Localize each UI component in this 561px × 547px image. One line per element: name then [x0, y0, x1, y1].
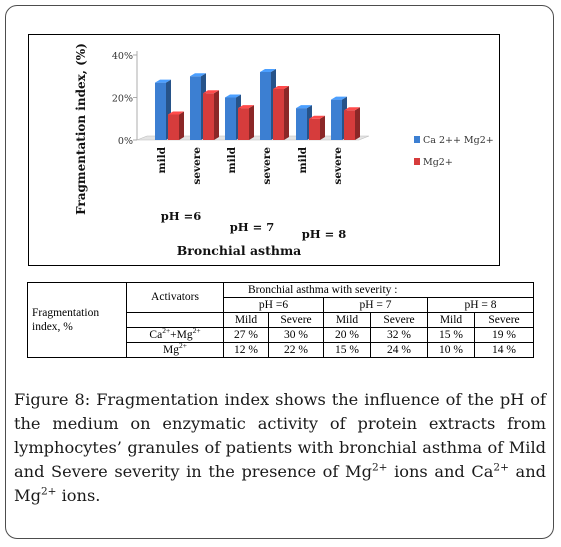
- caption-label: Figure 8:: [14, 390, 91, 409]
- x-category-label: severe: [191, 147, 203, 185]
- bar-ca-mg-top: [296, 105, 312, 109]
- value-cell: 20 %: [323, 327, 371, 343]
- bar-mg-top: [203, 90, 219, 94]
- x-category-label: mild: [226, 146, 238, 173]
- table-row: Mg2+ 12 % 22 % 15 % 24 % 10 % 14 %: [28, 341, 534, 358]
- legend-entry: Ca 2++ Mg2+: [423, 135, 494, 146]
- bar-mg-top: [344, 107, 360, 111]
- x-group-label: pH =6: [161, 209, 202, 223]
- group-title: Bronchial asthma with severity :: [223, 282, 534, 298]
- sub-header: Severe: [370, 312, 428, 328]
- figure-caption: Figure 8: Fragmentation index shows the …: [14, 390, 546, 505]
- legend-entry: Mg2+: [423, 157, 453, 168]
- value-cell: 14 %: [474, 342, 534, 358]
- activator-cell: Mg2+: [126, 341, 224, 358]
- sub-header: Severe: [474, 312, 534, 328]
- bar-ca-mg-top: [190, 73, 206, 77]
- y-axis-label: Fragmentation index, (%): [74, 43, 88, 215]
- sub-header: Severe: [268, 312, 324, 328]
- legend-swatch: [414, 158, 420, 165]
- ph-header: pH =6: [223, 297, 324, 313]
- bar-mg-side: [214, 90, 219, 140]
- bar-chart: 0% 20% 40% Fragmentation index, (%) mild seve…: [74, 43, 494, 258]
- bar-mg-side: [355, 107, 360, 140]
- sub-header: Mild: [427, 312, 475, 328]
- value-cell: 22 %: [268, 342, 324, 358]
- table-row-header: Fragmentation index, %: [27, 282, 127, 358]
- value-cell: 19 %: [474, 327, 534, 343]
- value-cell: 12 %: [223, 342, 269, 358]
- bar-ca-mg: [225, 97, 236, 140]
- x-category-label: severe: [261, 147, 273, 185]
- table-row: Mild Severe Mild Severe Mild Severe: [28, 312, 534, 328]
- x-axis-label: Bronchial asthma: [177, 243, 302, 258]
- bar-ca-mg: [260, 72, 271, 140]
- value-cell: 15 %: [323, 342, 371, 358]
- value-cell: 27 %: [223, 327, 269, 343]
- bar-mg: [168, 114, 179, 140]
- y-tick-label: 0%: [118, 136, 133, 147]
- legend-swatch: [414, 136, 420, 143]
- bar-ca-mg-top: [225, 94, 241, 98]
- chart-frame: 0% 20% 40% Fragmentation index, (%) mild seve…: [28, 34, 500, 266]
- x-group-label: pH = 7: [230, 220, 275, 234]
- bar-ca-mg: [155, 82, 166, 140]
- x-category-label: mild: [297, 146, 309, 173]
- bar-mg: [238, 108, 249, 140]
- bar-mg-side: [249, 105, 254, 140]
- bar-mg-top: [238, 105, 254, 109]
- table-row: Fragmentation index, % Activators Bronch…: [27, 282, 534, 358]
- value-cell: 32 %: [370, 327, 428, 343]
- sub-header: Mild: [223, 312, 269, 328]
- table-row: pH =6 pH = 7 pH = 8: [28, 297, 534, 313]
- x-category-label: severe: [332, 147, 344, 185]
- value-cell: 10 %: [427, 342, 475, 358]
- empty-cell: [126, 312, 224, 328]
- activators-header: Activators: [126, 282, 224, 313]
- bar-mg: [273, 89, 284, 140]
- ph-header: pH = 7: [323, 297, 428, 313]
- bar-mg: [203, 93, 214, 140]
- bar-mg-top: [273, 86, 289, 89]
- value-cell: 30 %: [268, 327, 324, 343]
- bar-ca-mg: [331, 99, 342, 140]
- bar-mg: [309, 118, 320, 140]
- bar-mg-side: [320, 115, 325, 140]
- ph-header: pH = 8: [427, 297, 534, 313]
- sub-header: Mild: [323, 312, 371, 328]
- bar-ca-mg-top: [155, 79, 171, 83]
- bar-ca-mg: [296, 108, 307, 140]
- bar-mg-side: [284, 86, 289, 140]
- x-group-label: pH = 8: [302, 227, 347, 241]
- bar-ca-mg-top: [260, 69, 276, 72]
- activator-cell: Ca2++Mg2+: [126, 326, 224, 343]
- bar-mg-top: [168, 111, 184, 115]
- value-cell: 24 %: [370, 342, 428, 358]
- y-tick-label: 40%: [112, 51, 133, 62]
- value-cell: 15 %: [427, 327, 475, 343]
- bar-mg: [344, 110, 355, 140]
- bar-ca-mg: [190, 76, 201, 140]
- bar-mg-side: [179, 111, 184, 140]
- y-tick-label: 20%: [112, 94, 133, 105]
- x-category-label: mild: [156, 146, 168, 173]
- bar-ca-mg-top: [331, 96, 347, 100]
- data-table: Fragmentation index, % Activators Bronch…: [27, 282, 534, 358]
- bar-mg-top: [309, 115, 325, 119]
